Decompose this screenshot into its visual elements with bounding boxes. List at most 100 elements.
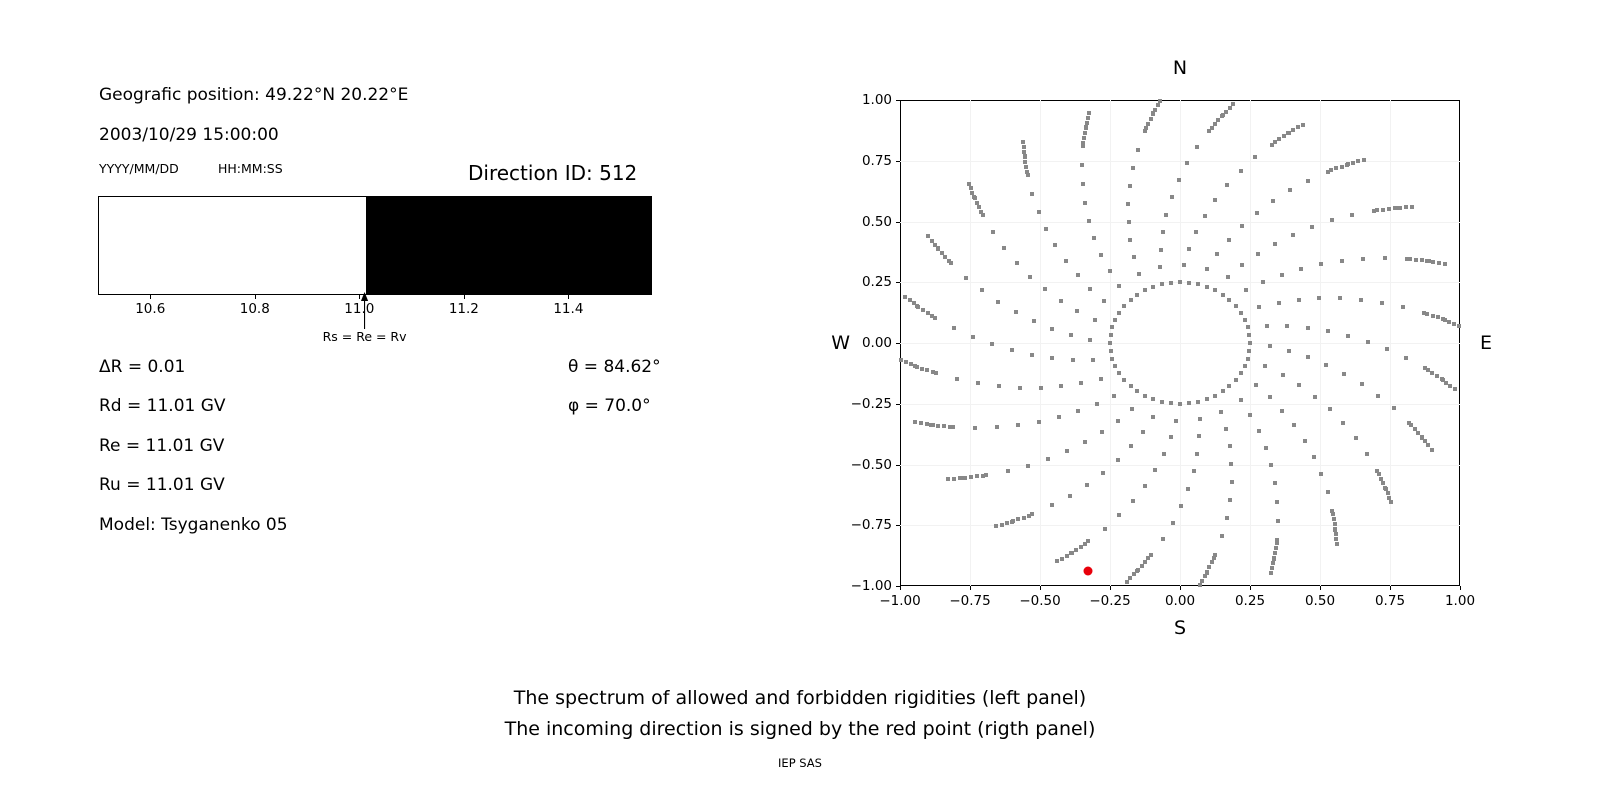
direction-point (1211, 555, 1216, 560)
direction-point (936, 423, 941, 428)
direction-point (1280, 373, 1285, 378)
compass-north-label: N (1172, 57, 1188, 79)
param-model: Model: Tsyganenko 05 (99, 515, 288, 535)
direction-point (1176, 178, 1181, 183)
direction-point (1079, 381, 1084, 386)
y-axis-tick (896, 160, 900, 162)
direction-point (980, 212, 985, 217)
direction-point (1274, 537, 1279, 542)
direction-point (1181, 263, 1186, 268)
direction-point (1404, 205, 1409, 210)
direction-point (1410, 205, 1415, 210)
direction-point (1381, 207, 1386, 212)
direction-point (1144, 126, 1149, 131)
param-rd: Rd = 11.01 GV (99, 396, 226, 416)
direction-point (1446, 319, 1451, 324)
direction-point (1227, 106, 1232, 111)
direction-point (1128, 237, 1133, 242)
direction-point (955, 377, 960, 382)
direction-point (1383, 486, 1388, 491)
x-axis-tick-label: 0.50 (1304, 593, 1336, 609)
y-axis-tick (896, 525, 900, 527)
direction-point (1212, 121, 1217, 126)
direction-point (1191, 469, 1196, 474)
spectrum-tick-label: 11.4 (553, 301, 584, 317)
direction-point (1253, 382, 1258, 387)
direction-point (946, 258, 951, 263)
direction-point (1135, 567, 1140, 572)
direction-point (1129, 444, 1134, 449)
direction-point (1213, 288, 1217, 293)
direction-point (1186, 486, 1191, 491)
datetime-value: 2003/10/29 15:00:00 (99, 125, 279, 145)
direction-point (1439, 377, 1444, 382)
direction-point (1204, 266, 1209, 271)
direction-point (1150, 112, 1155, 117)
direction-point (1231, 102, 1236, 107)
direction-point (1128, 383, 1133, 388)
direction-point (1101, 470, 1106, 475)
direction-point (1385, 490, 1390, 495)
gridline-horizontal (900, 464, 1460, 466)
direction-point (1021, 139, 1026, 144)
y-axis-tick-label: −0.50 (850, 456, 892, 473)
direction-point (1256, 252, 1260, 257)
direction-point (1065, 449, 1070, 454)
direction-point (1043, 287, 1048, 292)
direction-point (1416, 430, 1421, 435)
direction-point (1195, 144, 1200, 149)
direction-point (1398, 205, 1403, 210)
direction-point (1247, 348, 1252, 353)
direction-point (1196, 282, 1201, 287)
direction-point (1092, 317, 1097, 322)
asymptotic-direction-plot: N S W E −1.00 −0.75 −0.50 −0.25 0.00 0.25 0.50… (831, 57, 1492, 639)
direction-point (1297, 383, 1302, 388)
direction-point (1102, 299, 1107, 304)
direction-point (1197, 583, 1202, 588)
direction-point (1117, 283, 1122, 288)
direction-point (1267, 344, 1272, 349)
rigidity-cutoff-arrow: Rs = Re = Rv (98, 291, 652, 344)
direction-point (1295, 125, 1300, 130)
direction-point (951, 325, 956, 330)
spectrum-tick (254, 295, 256, 299)
direction-point (1016, 423, 1021, 428)
direction-point (1220, 292, 1225, 297)
direction-point (1187, 280, 1192, 285)
direction-point (1169, 195, 1174, 200)
direction-point (1207, 128, 1212, 133)
direction-point (1409, 423, 1414, 428)
direction-point (1170, 520, 1175, 525)
direction-point (1140, 430, 1145, 435)
direction-point (1030, 512, 1035, 517)
direction-point (943, 255, 948, 260)
direction-point (1108, 333, 1113, 338)
direction-point (947, 424, 952, 429)
direction-point (1098, 376, 1103, 381)
direction-point (930, 313, 935, 318)
compass-south-label: S (1173, 617, 1187, 639)
direction-point (1345, 333, 1350, 338)
direction-point (1430, 313, 1435, 318)
direction-point (974, 474, 979, 479)
direction-point (1425, 311, 1430, 316)
direction-point (1194, 230, 1199, 235)
direction-point (939, 251, 944, 256)
direction-point (1005, 469, 1010, 474)
direction-point (1115, 458, 1120, 462)
arrow-icon (360, 292, 369, 329)
y-axis-tick-label: 0.25 (861, 274, 892, 291)
direction-point (1139, 564, 1144, 569)
direction-point (1055, 559, 1060, 564)
direction-point (929, 238, 934, 243)
direction-point (916, 304, 921, 309)
direction-point (997, 384, 1002, 389)
direction-point (1267, 395, 1272, 400)
direction-point (1023, 159, 1028, 164)
direction-point (1031, 319, 1036, 324)
direction-point (1060, 556, 1065, 561)
direction-point (1329, 168, 1334, 173)
direction-point (1334, 542, 1339, 547)
direction-point (976, 205, 981, 210)
direction-point (1242, 317, 1247, 322)
